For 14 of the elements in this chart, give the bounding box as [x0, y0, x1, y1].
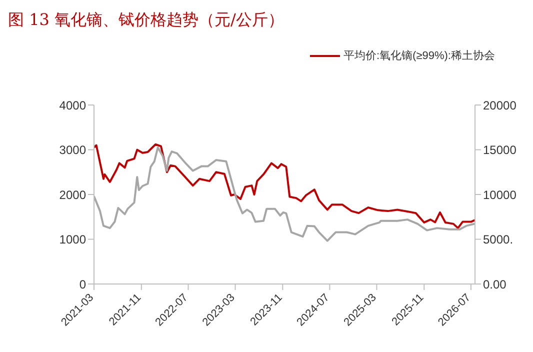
- y-tick-label: 1000: [59, 232, 86, 247]
- y2-tick-label: 15000: [483, 143, 517, 158]
- y2-tick-label: 10000: [483, 188, 517, 202]
- y-tick-label: 4000: [59, 98, 86, 112]
- y-tick-label: 2000: [59, 188, 86, 202]
- y2-tick-label: 0.00: [483, 277, 507, 292]
- y-tick-label: 0: [79, 277, 86, 292]
- line-series: [94, 146, 475, 242]
- legend-label: 平均价:氧化镝(≥99%):稀土协会: [344, 49, 495, 63]
- y-tick-label: 3000: [59, 143, 86, 158]
- y2-tick-label: 5000.: [483, 232, 514, 247]
- y2-tick-label: 20000: [483, 98, 517, 112]
- chart-title: 图 13 氧化镝、铽价格趋势（元/公斤）: [8, 10, 284, 31]
- line-series: [94, 143, 475, 230]
